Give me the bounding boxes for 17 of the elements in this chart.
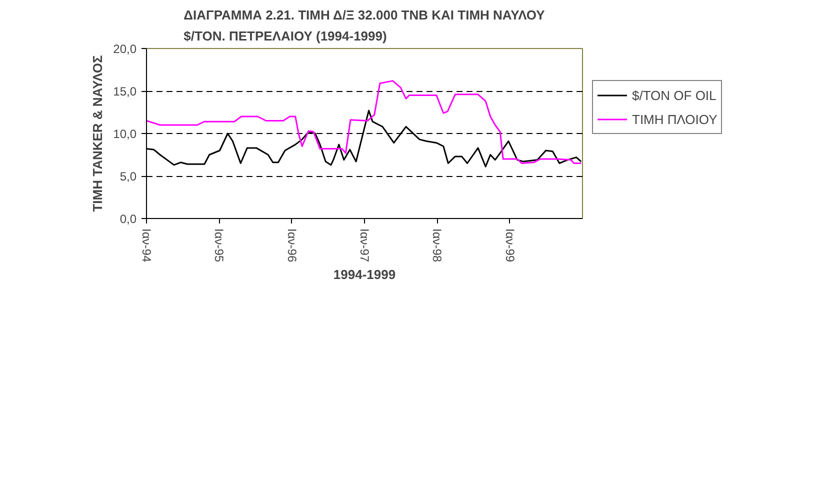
y-tick-label: 10,0 (113, 127, 137, 141)
y-tick-label: 20,0 (113, 42, 137, 56)
chart-title: ΔΙΑΓΡΑΜΜΑ 2.21. ΤΙΜΗ Δ/Ξ 32.000 TNB ΚΑΙ ΤΙΜΗ ΝΑΥΛΟΥ $/ΤΟΝ. ΠΕΤΡΕΛΑΙΟΥ (1994-1999) (184, 8, 546, 44)
x-tick-label: Ιαν-99 (502, 228, 517, 262)
x-tick-label: Ιαν-97 (358, 228, 372, 262)
x-axis-title: 1994-1999 (333, 267, 396, 282)
legend-label: $/TON OF OIL (632, 88, 716, 102)
legend-label: ΤΙΜΗ ΠΛΟΙΟΥ (632, 112, 718, 126)
y-tick-label: 15,0 (113, 84, 137, 98)
y-tick-label: 5,0 (120, 170, 137, 184)
y-axis-title: ΤΙΜΗ TANKER & ΝΑΥΛΟΣ (90, 55, 106, 212)
line-series (146, 80, 582, 164)
x-tick-label: Ιαν-95 (212, 228, 226, 262)
y-tick-label: 0,0 (120, 212, 137, 226)
x-tick-label: Ιαν-98 (430, 228, 444, 262)
x-tick-label: Ιαν-96 (284, 228, 299, 262)
x-tick-label: Ιαν-94 (140, 228, 154, 262)
